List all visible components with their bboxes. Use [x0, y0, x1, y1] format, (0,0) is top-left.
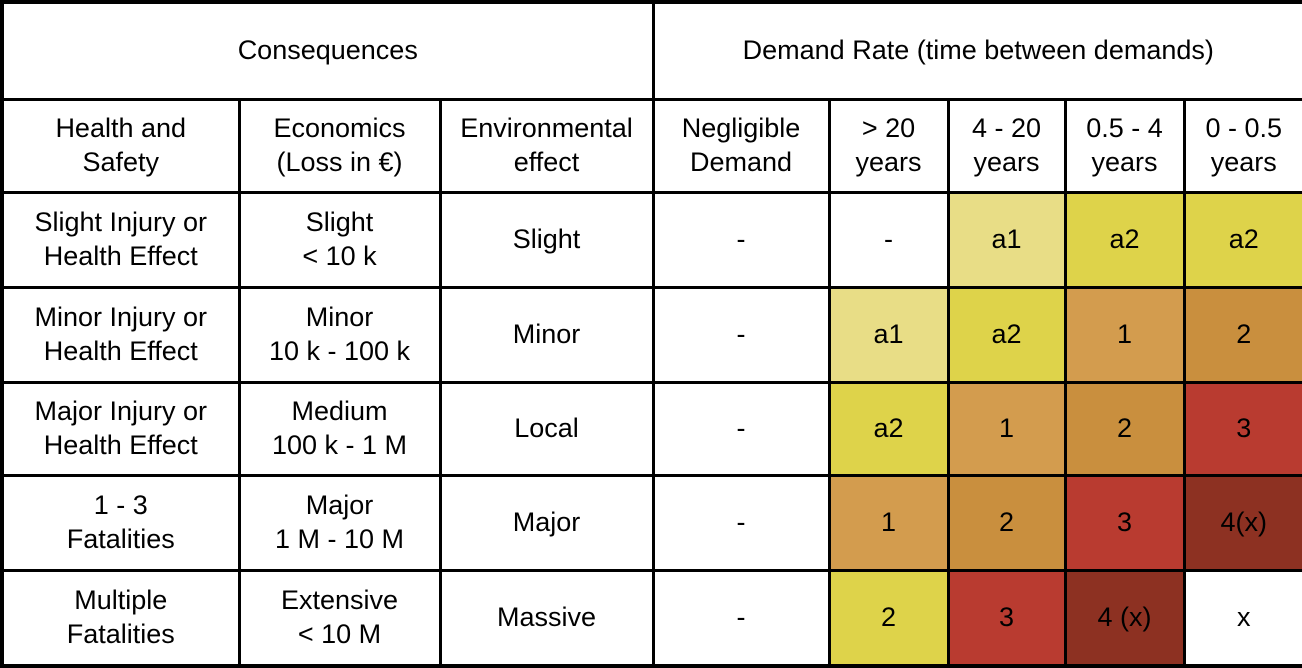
risk-cell: a2	[1063, 190, 1186, 289]
risk-cell: -	[827, 190, 950, 289]
risk-cell: 1	[827, 473, 950, 572]
table-row-major: 1 - 3 Fatalities Major 1 M - 10 M Major …	[0, 473, 1302, 572]
risk-cell: a1	[946, 190, 1067, 289]
risk-cell: a1	[827, 285, 950, 384]
demand-rate-section-header: Demand Rate (time between demands)	[651, 0, 1302, 101]
col-header-economics: Economics (Loss in €)	[237, 97, 442, 194]
risk-cell: a2	[827, 380, 950, 477]
risk-cell: -	[651, 568, 831, 668]
risk-cell: 2	[1182, 285, 1302, 384]
risk-cell: 2	[1063, 380, 1186, 477]
table-row-massive: Multiple Fatalities Extensive < 10 M Mas…	[0, 568, 1302, 668]
table-row-slight: Slight Injury or Health Effect Slight < …	[0, 190, 1302, 289]
health-safety-cell: Slight Injury or Health Effect	[0, 190, 241, 289]
col-header-environmental-effect: Environmental effect	[438, 97, 655, 194]
economics-cell: Medium 100 k - 1 M	[237, 380, 442, 477]
health-safety-cell: 1 - 3 Fatalities	[0, 473, 241, 572]
col-header-gt-20-years: > 20 years	[827, 97, 950, 194]
economics-cell: Major 1 M - 10 M	[237, 473, 442, 572]
col-header-health-safety: Health and Safety	[0, 97, 241, 194]
economics-cell: Slight < 10 k	[237, 190, 442, 289]
col-header-negligible-demand: Negligible Demand	[651, 97, 831, 194]
environment-cell: Local	[438, 380, 655, 477]
health-safety-cell: Minor Injury or Health Effect	[0, 285, 241, 384]
table-row-minor: Minor Injury or Health Effect Minor 10 k…	[0, 285, 1302, 384]
col-header-05-4-years: 0.5 - 4 years	[1063, 97, 1186, 194]
environment-cell: Minor	[438, 285, 655, 384]
risk-cell: 3	[1063, 473, 1186, 572]
risk-cell: 3	[946, 568, 1067, 668]
risk-cell: a2	[1182, 190, 1302, 289]
consequences-section-header: Consequences	[0, 0, 655, 101]
risk-cell: 2	[946, 473, 1067, 572]
environment-cell: Major	[438, 473, 655, 572]
health-safety-cell: Multiple Fatalities	[0, 568, 241, 668]
risk-cell: x	[1182, 568, 1302, 668]
risk-cell: 4(x)	[1182, 473, 1302, 572]
risk-cell: -	[651, 473, 831, 572]
economics-cell: Minor 10 k - 100 k	[237, 285, 442, 384]
risk-cell: 4 (x)	[1063, 568, 1186, 668]
table-row-local: Major Injury or Health Effect Medium 100…	[0, 380, 1302, 477]
risk-cell: -	[651, 380, 831, 477]
risk-cell: 3	[1182, 380, 1302, 477]
section-header-row: Consequences Demand Rate (time between d…	[0, 0, 1302, 101]
col-header-0-05-years: 0 - 0.5 years	[1182, 97, 1302, 194]
risk-cell: 1	[1063, 285, 1186, 384]
risk-cell: -	[651, 285, 831, 384]
environment-cell: Slight	[438, 190, 655, 289]
health-safety-cell: Major Injury or Health Effect	[0, 380, 241, 477]
col-header-4-20-years: 4 - 20 years	[946, 97, 1067, 194]
risk-cell: 1	[946, 380, 1067, 477]
risk-cell: a2	[946, 285, 1067, 384]
column-header-row: Health and Safety Economics (Loss in €) …	[0, 97, 1302, 194]
risk-cell: -	[651, 190, 831, 289]
economics-cell: Extensive < 10 M	[237, 568, 442, 668]
environment-cell: Massive	[438, 568, 655, 668]
risk-cell: 2	[827, 568, 950, 668]
